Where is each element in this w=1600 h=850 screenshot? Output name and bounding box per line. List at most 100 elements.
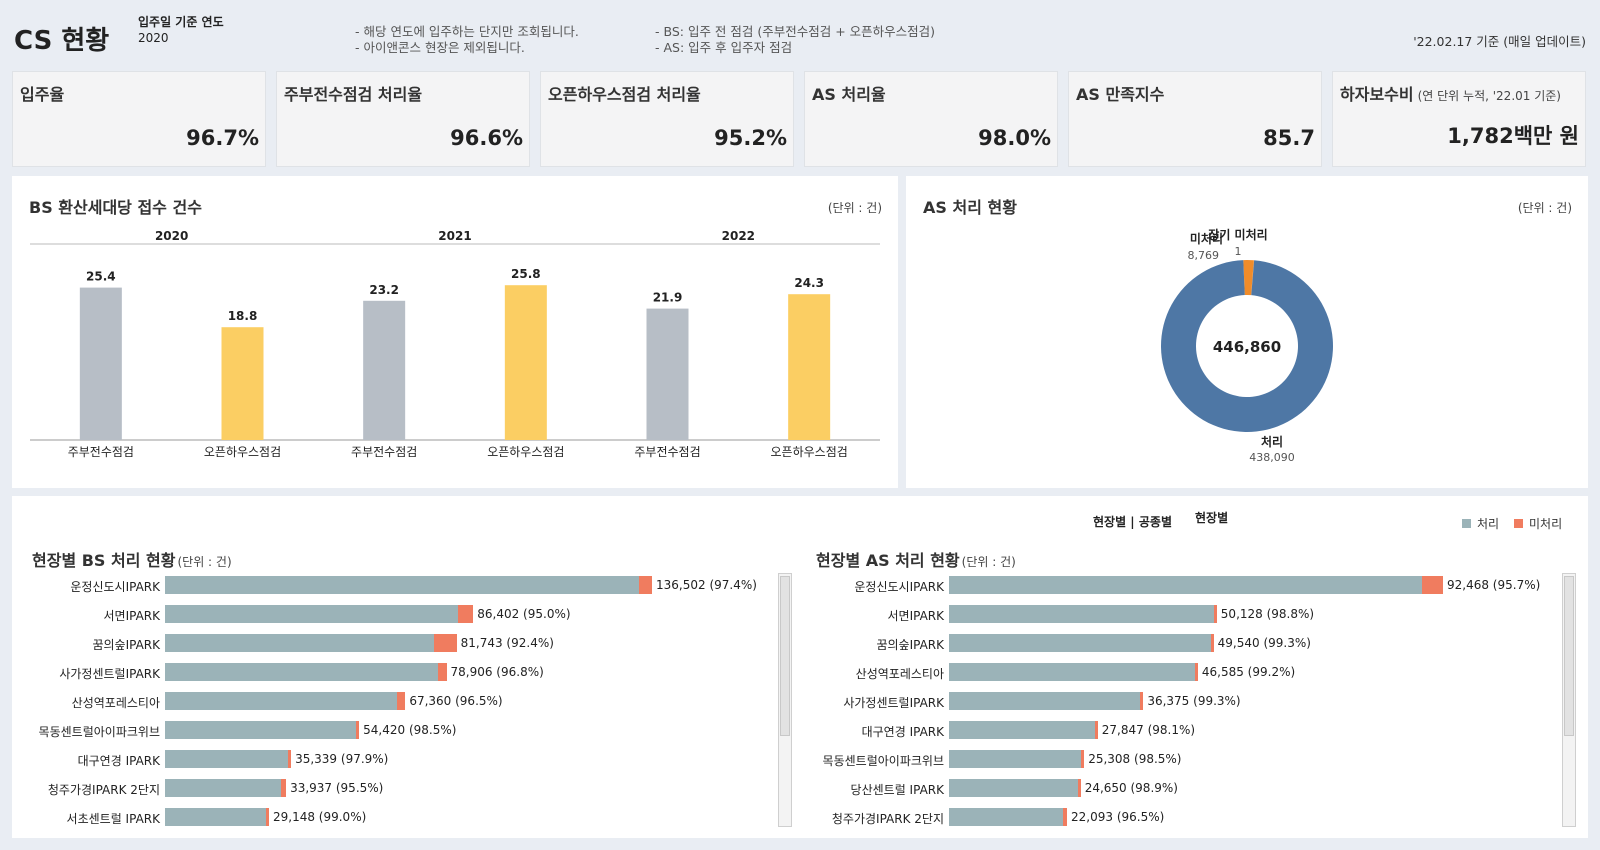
site-row[interactable]: 서면IPARK 50,128 (98.8%) — [0, 605, 1314, 623]
bar-undone-segment — [280, 779, 287, 797]
bar-undone-segment — [396, 692, 406, 710]
bs-chart-title: BS 환산세대당 접수 건수 — [29, 198, 202, 217]
kpi-value: 1,782백만 원 — [1447, 124, 1579, 148]
note-line-4: - AS: 입주 후 입주자 점검 — [655, 40, 793, 55]
kpi-value: 98.0% — [978, 126, 1051, 150]
site-bar — [165, 692, 406, 710]
page-title: CS 현황 — [14, 26, 110, 56]
group-label: 2020 — [155, 229, 188, 243]
bar-done-segment — [949, 605, 1214, 623]
as-scroll-thumb[interactable] — [1564, 576, 1574, 736]
site-row[interactable]: 꿈의숲IPARK 81,743 (92.4%) — [0, 634, 554, 652]
site-row[interactable]: 산성역포레스티아 46,585 (99.2%) — [0, 663, 1295, 681]
site-row[interactable]: 사가정센트럴IPARK 36,375 (99.3%) — [0, 692, 1241, 710]
site-row[interactable]: 대구연경 IPARK 35,339 (97.9%) — [0, 750, 388, 768]
site-row[interactable]: 청주가경IPARK 2단지 33,937 (95.5%) — [0, 779, 383, 797]
slice-label: 미처리 — [1190, 231, 1223, 246]
site-name: 청주가경IPARK 2단지 — [831, 812, 944, 826]
kpi-card-openhouse: 오픈하우스점검 처리율 95.2% — [540, 71, 794, 167]
bar-done-segment — [165, 605, 458, 623]
site-value: 86,402 (95.0%) — [477, 607, 571, 621]
site-bar — [165, 576, 652, 594]
legend-undone: 미처리 — [1514, 515, 1562, 532]
site-name: 서면IPARK — [887, 609, 944, 623]
category-label: 주부전수점검 — [351, 445, 417, 459]
site-row[interactable]: 대구연경 IPARK 27,847 (98.1%) — [0, 721, 1195, 739]
site-row[interactable]: 산성역포레스티아 67,360 (96.5%) — [0, 692, 503, 710]
bar-2021-0 — [363, 300, 406, 440]
bar-undone-segment — [1140, 692, 1144, 710]
bar-done-segment — [949, 634, 1211, 652]
site-value: 24,650 (98.9%) — [1084, 781, 1178, 795]
site-row[interactable]: 청주가경IPARK 2단지 22,093 (96.5%) — [0, 808, 1164, 826]
donut-center-total: 446,860 — [1213, 338, 1281, 356]
bs-scroll-thumb[interactable] — [780, 576, 790, 736]
bar-2022-0 — [646, 308, 689, 440]
site-row[interactable]: 운정신도시IPARK 136,502 (97.4%) — [0, 576, 757, 594]
bar-undone-segment — [356, 721, 360, 739]
bar-undone-segment — [1210, 634, 1214, 652]
site-row[interactable]: 운정신도시IPARK 92,468 (95.7%) — [0, 576, 1540, 594]
bar-done-segment — [165, 663, 438, 681]
site-row[interactable]: 목동센트럴아이파크위브 25,308 (98.5%) — [0, 750, 1182, 768]
bar-done-segment — [949, 779, 1078, 797]
kpi-value: 96.6% — [450, 126, 523, 150]
bar-done-segment — [949, 663, 1195, 681]
view-selected[interactable]: 현장별 — [1195, 511, 1229, 525]
site-bar — [949, 605, 1217, 623]
site-bar — [949, 692, 1144, 710]
site-row[interactable]: 서초센트럴 IPARK 29,148 (99.0%) — [0, 808, 366, 826]
slice-value: 1 — [1235, 245, 1242, 258]
kpi-label: 하자보수비 (연 단위 누적, '22.01 기준) — [1340, 85, 1561, 104]
kpi-value: 85.7 — [1263, 126, 1315, 150]
site-value: 22,093 (96.5%) — [1071, 810, 1165, 824]
site-row[interactable]: 사가정센트럴IPARK 78,906 (96.8%) — [0, 663, 544, 681]
bar-undone-segment — [288, 750, 292, 768]
view-toggle[interactable]: 현장별 | 공종별 — [1093, 515, 1172, 529]
site-row[interactable]: 목동센트럴아이파크위브 54,420 (98.5%) — [0, 721, 456, 739]
category-label: 오픈하우스점검 — [487, 445, 564, 459]
site-name: 꿈의숲IPARK — [92, 638, 160, 652]
category-label: 주부전수점검 — [68, 445, 134, 459]
bar-done-segment — [949, 808, 1063, 826]
as-site-title: 현장별 AS 처리 현황 (단위 : 건) — [816, 551, 1016, 570]
site-bar — [165, 721, 360, 739]
bar-undone-segment — [1077, 779, 1081, 797]
data-label: 18.8 — [228, 309, 258, 323]
site-bar — [949, 634, 1214, 652]
kpi-card-occupancy: 입주율 96.7% — [12, 71, 266, 167]
bs-chart-unit: (단위 : 건) — [827, 201, 882, 215]
slice-value: 8,769 — [1188, 249, 1220, 262]
legend-swatch — [1514, 519, 1523, 528]
as-scrollbar[interactable] — [1562, 573, 1576, 827]
bar-2020-1 — [221, 327, 264, 440]
bar-undone-segment — [1094, 721, 1098, 739]
site-bar — [165, 808, 269, 826]
slice-label: 처리 — [1261, 434, 1283, 449]
year-filter-label: 입주일 기준 연도 — [138, 15, 224, 29]
legend-done: 처리 — [1462, 515, 1499, 532]
site-row[interactable]: 당산센트럴 IPARK 24,650 (98.9%) — [0, 779, 1178, 797]
kpi-card-as-satisfaction: AS 만족지수 85.7 — [1068, 71, 1322, 167]
note-line-2: - 아이앤콘스 현장은 제외됩니다. — [355, 40, 525, 55]
site-value: 81,743 (92.4%) — [460, 636, 554, 650]
site-row[interactable]: 서면IPARK 86,402 (95.0%) — [0, 605, 571, 623]
site-name: 사가정센트럴IPARK — [843, 696, 944, 710]
basis-date: '22.02.17 기준 (매일 업데이트) — [1413, 34, 1586, 49]
bar-done-segment — [165, 634, 435, 652]
site-value: 50,128 (98.8%) — [1220, 607, 1315, 621]
bar-done-segment — [165, 576, 640, 594]
slice-value: 438,090 — [1249, 451, 1295, 464]
site-bar — [165, 605, 474, 623]
site-name: 사가정센트럴IPARK — [59, 667, 160, 681]
year-filter-select[interactable]: 2020 — [138, 31, 169, 45]
data-label: 25.4 — [86, 270, 116, 284]
site-value: 25,308 (98.5%) — [1088, 752, 1182, 766]
bs-chart-panel: BS 환산세대당 접수 건수 (단위 : 건) 2020 25.4 주부전수점검 18… — [12, 176, 898, 488]
site-name: 당산센트럴 IPARK — [850, 783, 944, 797]
site-row[interactable]: 꿈의숲IPARK 49,540 (99.3%) — [0, 634, 1311, 652]
as-chart-unit: (단위 : 건) — [1517, 201, 1572, 215]
group-label: 2021 — [438, 229, 471, 243]
bs-site-title: 현장별 BS 처리 현황 (단위 : 건) — [32, 551, 232, 570]
bs-scrollbar[interactable] — [778, 573, 792, 827]
